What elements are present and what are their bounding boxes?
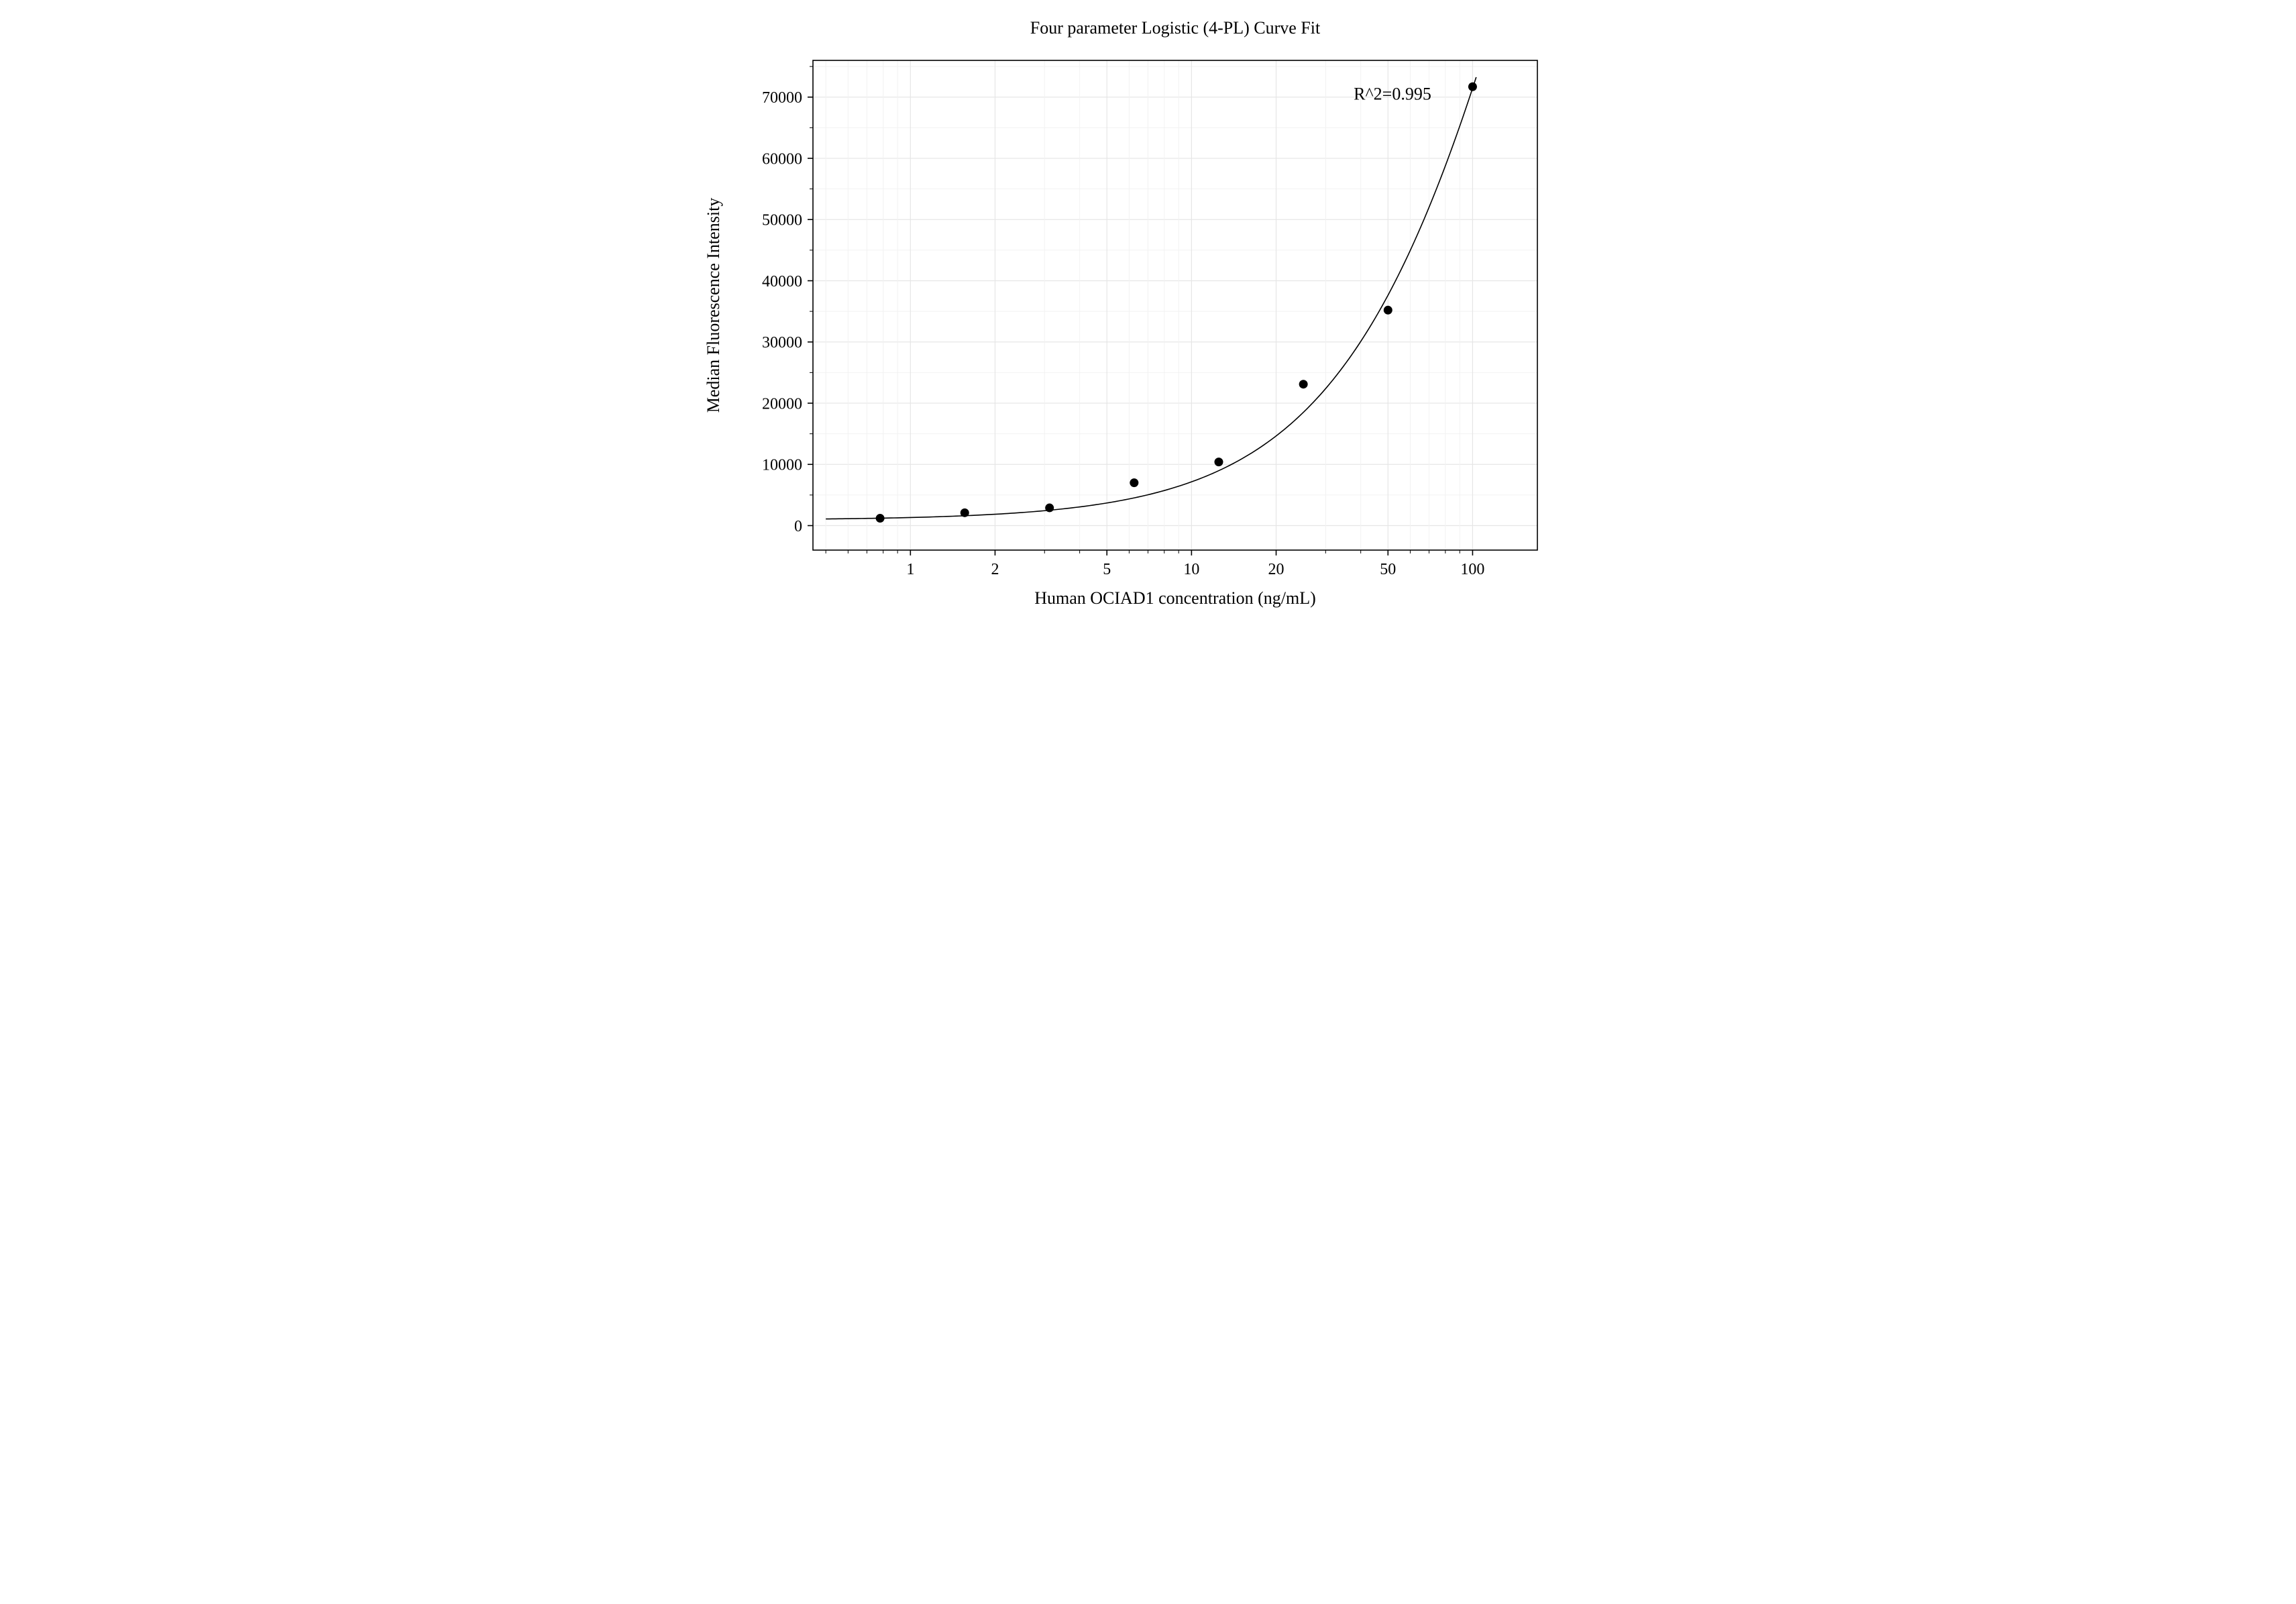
data-point [1383,306,1392,315]
x-tick-label: 2 [991,561,999,578]
x-tick-label: 1 [906,561,914,578]
r-squared-annotation: R^2=0.995 [1354,84,1431,103]
y-tick-label: 20000 [762,395,802,413]
x-axis-label: Human OCIAD1 concentration (ng/mL) [1034,588,1316,608]
chart-svg: 1 2 5 10 20 50 100 0 10000 20000 30000 40000 50000 60… [679,0,1618,656]
data-point [1045,504,1054,513]
chart-container: 1 2 5 10 20 50 100 0 10000 20000 30000 40000 50000 60… [679,0,1618,656]
data-point [960,509,969,517]
y-tick-label: 50000 [762,212,802,229]
y-tick-label: 10000 [762,457,802,474]
y-tick-label: 70000 [762,89,802,107]
y-tick-label: 30000 [762,334,802,352]
x-tick-label: 50 [1380,561,1396,578]
x-tick-label: 10 [1183,561,1199,578]
data-point [1468,83,1476,91]
x-tick-label: 20 [1268,561,1284,578]
y-tick-label: 40000 [762,273,802,290]
y-tick-label: 60000 [762,150,802,168]
chart-title: Four parameter Logistic (4-PL) Curve Fit [1030,18,1320,38]
y-axis-label: Median Fluorescence Intensity [704,198,723,413]
x-tick-label: 100 [1460,561,1484,578]
data-point [1299,380,1307,388]
plot-area [813,60,1537,550]
data-point [875,514,884,523]
y-tick-label: 0 [794,518,802,535]
data-point [1130,478,1138,487]
data-point [1214,458,1223,466]
x-tick-label: 5 [1103,561,1111,578]
